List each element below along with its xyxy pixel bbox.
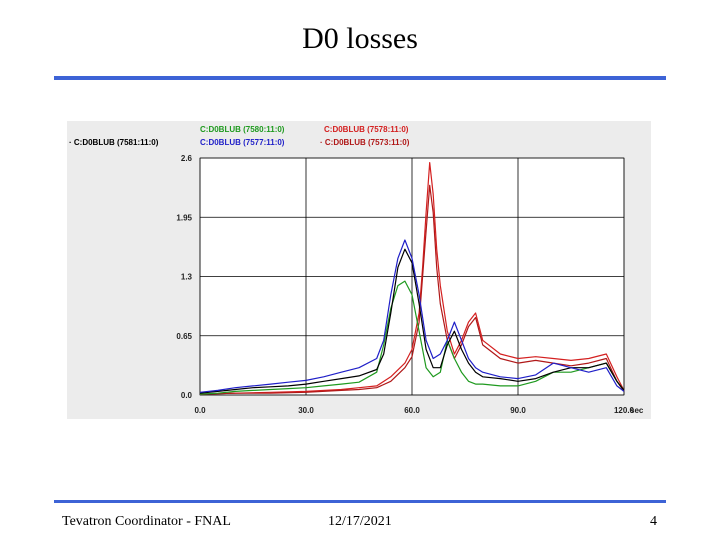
legend-entry: C:D0BLUB (7578:11:0) [324,125,409,134]
slide-title: D0 losses [302,22,418,55]
losses-chart: · C:D0BLUB (7581:11:0) C:D0BLUB (7577:11:… [67,121,651,419]
series-line [199,161,625,395]
series-line [199,239,625,393]
x-axis-unit: sec [630,406,644,415]
x-tick-label: 0.0 [194,406,206,415]
chart-ticks: 0.0 30.0 60.0 90.0 120.0 0.0 0.65 1.3 1.95 2.6 [176,154,634,415]
y-tick-label: 0.0 [181,391,193,400]
y-tick-label: 1.3 [181,273,193,282]
legend-entry: · C:D0BLUB (7573:11:0) [320,138,410,147]
series-line [199,248,625,394]
x-tick-label: 60.0 [404,406,420,415]
y-tick-label: 2.6 [181,154,193,163]
chart-legend: · C:D0BLUB (7581:11:0) C:D0BLUB (7577:11:… [69,125,410,147]
x-tick-label: 90.0 [510,406,526,415]
x-tick-label: 30.0 [298,406,314,415]
x-tick-label: 120.0 [614,406,635,415]
legend-entry: C:D0BLUB (7580:11:0) [200,125,285,134]
page-number: 4 [650,514,657,529]
legend-entry: C:D0BLUB (7577:11:0) [200,138,285,147]
legend-entry: · C:D0BLUB (7581:11:0) [69,138,159,147]
series-line [199,184,625,395]
footer-date: 12/17/2021 [328,514,392,529]
chart-grid [199,157,625,396]
series-line [199,280,625,395]
y-tick-label: 1.95 [176,213,192,222]
title-rule [54,76,666,80]
chart-series [199,161,625,395]
losses-chart-panel: · C:D0BLUB (7581:11:0) C:D0BLUB (7577:11:… [67,121,651,419]
footer-organization: Tevatron Coordinator - FNAL [62,514,231,529]
footer-rule [54,500,666,503]
y-tick-label: 0.65 [176,332,192,341]
